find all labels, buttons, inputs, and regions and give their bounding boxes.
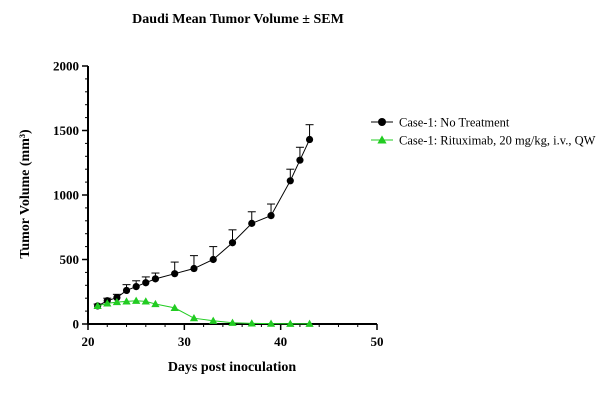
data-point — [151, 299, 160, 308]
series-1 — [93, 124, 314, 310]
data-point — [132, 296, 141, 304]
data-point — [286, 177, 294, 185]
x-tick-label: 50 — [371, 334, 384, 349]
series-layer — [93, 124, 314, 327]
legend-item-1: Case-1: No Treatment — [371, 116, 510, 130]
data-point — [228, 318, 237, 326]
y-tick-label: 0 — [73, 317, 80, 332]
data-point — [113, 293, 121, 302]
legend-label: Case-1: Rituximab, 20 mg/kg, i.v., QW — [399, 134, 596, 148]
legend-marker — [377, 135, 387, 144]
data-point — [305, 135, 314, 144]
data-point — [248, 219, 256, 227]
series-2 — [93, 296, 314, 327]
data-point — [266, 319, 276, 327]
y-tick-label: 1500 — [53, 123, 79, 138]
data-point — [171, 270, 179, 278]
data-point — [305, 319, 314, 327]
data-point — [189, 314, 199, 322]
data-point — [122, 297, 131, 305]
data-point — [190, 264, 198, 273]
legend-marker — [378, 118, 386, 126]
y-axis-ticks: 0 500 1000 1500 2000 — [53, 59, 88, 332]
data-point — [151, 275, 160, 283]
data-point — [209, 255, 217, 264]
data-point — [103, 299, 112, 307]
data-point — [141, 297, 150, 305]
data-point — [122, 286, 131, 295]
data-point — [209, 316, 218, 324]
legend-label: Case-1: No Treatment — [399, 116, 510, 130]
y-tick-label: 500 — [60, 252, 80, 267]
x-axis-ticks: 20 30 40 50 — [82, 324, 384, 349]
data-point — [170, 303, 179, 311]
legend-item-2: Case-1: Rituximab, 20 mg/kg, i.v., QW — [371, 134, 596, 148]
y-tick-label: 1000 — [53, 188, 79, 203]
series-line — [97, 139, 311, 307]
x-axis-label: Days post inoculation — [168, 360, 297, 375]
data-point — [132, 282, 140, 291]
data-point — [267, 212, 275, 220]
data-point — [247, 319, 256, 327]
data-point — [142, 279, 150, 287]
data-point — [93, 301, 102, 310]
x-tick-label: 40 — [274, 334, 287, 349]
data-point — [112, 297, 122, 306]
x-tick-label: 30 — [178, 334, 191, 349]
y-axis-label: Tumor Volume (mm³) — [18, 129, 33, 259]
chart-title: Daudi Mean Tumor Volume ± SEM — [132, 12, 344, 27]
axes — [87, 66, 377, 325]
data-point — [296, 156, 304, 164]
data-point — [228, 239, 237, 247]
x-tick-label: 20 — [82, 334, 95, 349]
legend: Case-1: No Treatment Case-1: Rituximab, 2… — [371, 116, 596, 148]
y-tick-label: 2000 — [53, 59, 79, 74]
data-point — [286, 319, 295, 327]
